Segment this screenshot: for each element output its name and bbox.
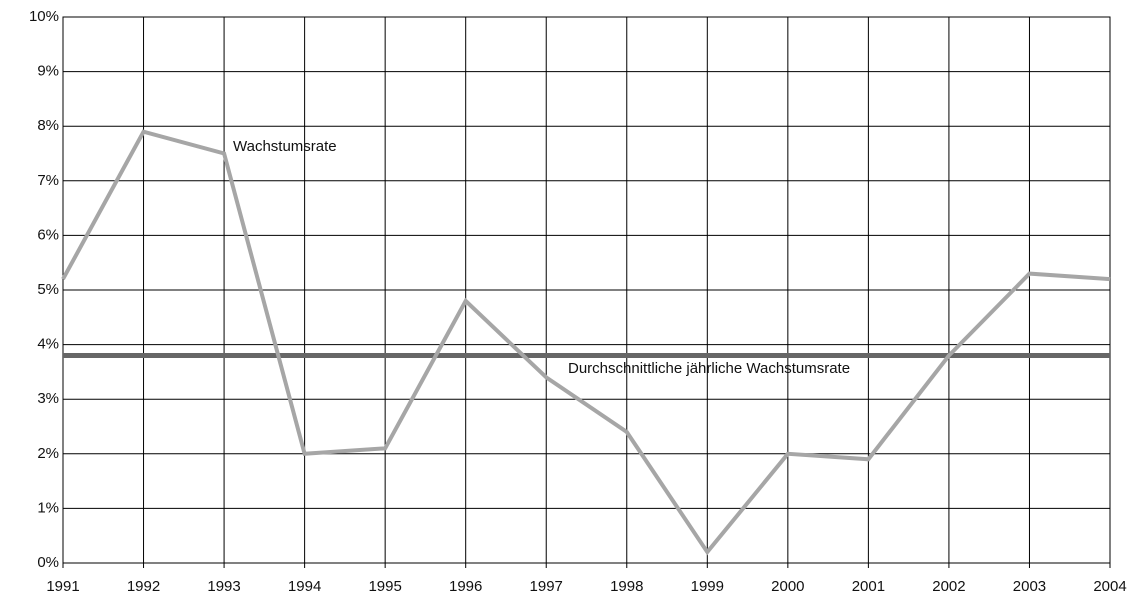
x-tick-label: 1993 — [207, 578, 240, 595]
plot-frame — [62, 16, 1111, 564]
x-tick-label: 1992 — [127, 578, 160, 595]
x-tick-label: 1998 — [610, 578, 643, 595]
y-tick-label: 2% — [37, 445, 59, 462]
series-label: Durchschnittliche jährliche Wachstumsrat… — [568, 360, 850, 377]
x-tick-label: 2002 — [932, 578, 965, 595]
x-tick-label: 1994 — [288, 578, 321, 595]
y-tick-label: 7% — [37, 172, 59, 189]
y-tick-label: 6% — [37, 226, 59, 243]
series-label: Wachstumsrate — [233, 138, 337, 155]
x-tick-label: 1997 — [530, 578, 563, 595]
x-tick-label: 2000 — [771, 578, 804, 595]
y-tick-label: 9% — [37, 63, 59, 80]
x-tick-label: 2003 — [1013, 578, 1046, 595]
x-tick-label: 1991 — [46, 578, 79, 595]
x-tick-label: 2004 — [1093, 578, 1126, 595]
x-tick-label: 2001 — [852, 578, 885, 595]
series-line — [61, 129, 1111, 556]
y-tick-label: 3% — [37, 390, 59, 407]
y-tick-label: 8% — [37, 117, 59, 134]
y-tick-label: 5% — [37, 281, 59, 298]
y-tick-label: 1% — [37, 499, 59, 516]
y-tick-label: 0% — [37, 554, 59, 571]
x-tick-label: 1995 — [368, 578, 401, 595]
x-tick-label: 1999 — [691, 578, 724, 595]
x-tick-label: 1996 — [449, 578, 482, 595]
y-tick-label: 10% — [29, 8, 59, 25]
y-tick-label: 4% — [37, 336, 59, 353]
